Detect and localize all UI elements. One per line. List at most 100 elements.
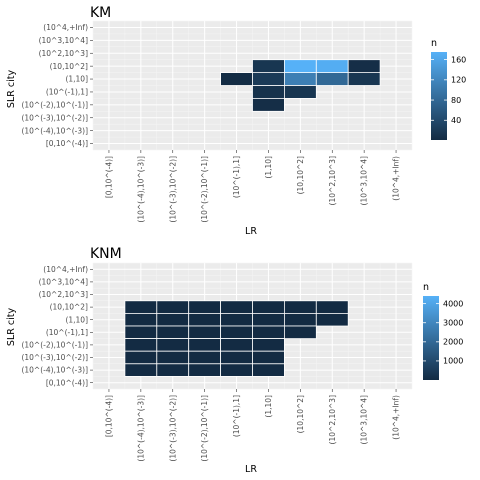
heatmap-cell [220,350,253,365]
heatmap-cell [283,312,317,327]
heatmap-cell [124,350,158,365]
y-tick-label: [0,10^(-4)] [46,378,88,387]
y-tick-label: (1,10] [65,75,88,84]
y-tick-label: (10^(-3),10^(-2)] [21,113,88,122]
x-tick-label: (10^4,+Inf) [392,156,401,201]
colorbar-km [431,52,447,140]
y-tick-label: (10,10^2] [50,62,88,71]
legend-tick-label: 2000 [443,338,463,347]
heatmap-cell [188,338,221,352]
legend-ticks-km: 40 80 120 160 [431,55,466,125]
y-tick-label: (10^(-2),10^(-1)] [21,100,88,109]
plot-area-knm: [0,10^(-4)] (10^(-4),10^(-3)] (10^(-3),10^… [21,262,413,462]
heatmap-cell [156,338,190,352]
x-tick-label: (10^4,+Inf) [392,395,401,440]
heatmap-cell [188,312,221,327]
x-tick-label: (10,10^2] [296,395,305,433]
legend-ticks-knm: 1000 2000 3000 4000 [423,299,463,366]
x-tick-label: (10^(-4),10^(-3)] [136,395,145,462]
x-tick-label: (10^(-2),10^(-1)] [200,395,209,462]
heatmap-cell [252,325,285,340]
y-tick-label: (10^2,10^3] [39,49,89,58]
heatmap-cell [220,312,253,327]
legend-tick-label: 160 [451,55,466,64]
legend-tick-label: 40 [451,116,461,125]
x-axis-label-knm: LR [245,464,257,475]
x-tick-label: (10^(-2),10^(-1)] [200,156,209,223]
heatmap-cell [315,312,349,327]
heatmap-cell [252,312,285,327]
y-tick-label: (10^(-3),10^(-2)] [21,353,88,362]
heatmap-cell [124,338,158,352]
heatmap-cell [252,59,285,74]
heatmap-cell [220,72,253,86]
heatmap-cell [220,300,253,314]
heatmap-cell [315,300,349,314]
y-tick-label: (10^4,+Inf) [43,23,88,32]
heatmap-cell [252,363,285,377]
heatmap-cell [283,325,317,340]
y-axis-label-knm: SLR city [6,308,17,347]
y-tick-label: (10^(-2),10^(-1)] [21,341,88,350]
heatmap-cell [347,59,381,74]
y-tick-label: (10^2,10^3] [39,290,89,299]
heatmap-cell [124,312,158,327]
heatmap-cell [347,72,381,86]
legend-tick-label: 1000 [443,357,463,366]
y-tick-label: (10,10^2] [50,303,88,312]
x-tick-label: (10^2,10^3] [328,156,337,206]
heatmap-cell [252,85,285,99]
heatmap-cell [220,325,253,340]
heatmap-cell [124,300,158,314]
heatmap-cell [283,300,317,314]
heatmap-cell [188,363,221,377]
panel-title-knm: KNM [90,246,122,262]
x-tick-label: (10^(-1),1] [232,156,241,198]
heatmap-cell [315,72,349,86]
heatmap-cell [124,325,158,340]
heatmap-cell [156,325,190,340]
legend-tick-label: 120 [451,76,466,85]
x-tick-label: (10^3,10^4] [360,156,369,206]
heatmap-cell [283,85,317,99]
heatmap-cell [156,363,190,377]
heatmap-cell [188,300,221,314]
panel-title-km: KM [90,5,111,21]
y-tick-label: (10^(-1),1] [46,328,88,337]
legend-tick-label: 80 [451,96,461,105]
heatmap-cell [252,72,285,86]
heatmap-cell [220,338,253,352]
y-tick-label: (10^(-4),10^(-3)] [21,366,88,375]
panel-km: KM [0,10^(-4)] (10^(-4),10^(-3)] (10^(-3),… [6,5,466,237]
heatmap-cell [156,350,190,365]
heatmap-cell [252,338,285,352]
x-tick-label: (10^(-3),10^(-2)] [168,395,177,462]
x-tick-label: [0,10^(-4)] [104,156,113,198]
heatmap-cell [252,350,285,365]
heatmap-cell [156,300,190,314]
y-tick-label: (1,10] [65,315,88,324]
x-tick-label: [0,10^(-4)] [104,395,113,437]
heatmap-cell [315,59,349,74]
heatmap-cell [188,350,221,365]
y-tick-label: [0,10^(-4)] [46,139,88,148]
y-axis-label-km: SLR city [6,70,17,109]
heatmap-cell [124,363,158,377]
legend-knm: n 1000 2000 3000 4000 [423,282,463,380]
y-tick-label: (10^3,10^4] [39,36,89,45]
heatmap-cell [283,72,317,86]
x-axis-label-km: LR [245,226,257,237]
heatmap-cell [220,363,253,377]
y-tick-label: (10^(-1),1] [46,88,88,97]
legend-km: n 40 80 120 160 [431,38,466,140]
legend-title-km: n [431,38,437,49]
y-tick-label: (10^4,+Inf) [43,265,88,274]
legend-tick-label: 3000 [443,319,463,328]
panel-knm: KNM [0,10^(-4)] (10^(-4),10^(-3)] (10^(-3)… [6,246,463,475]
x-tick-label: (10^(-4),10^(-3)] [136,156,145,223]
x-tick-label: (10,10^2] [296,156,305,194]
heatmap-cell [252,300,285,314]
heatmap-cell [156,312,190,327]
x-tick-label: (1,10] [264,156,273,179]
